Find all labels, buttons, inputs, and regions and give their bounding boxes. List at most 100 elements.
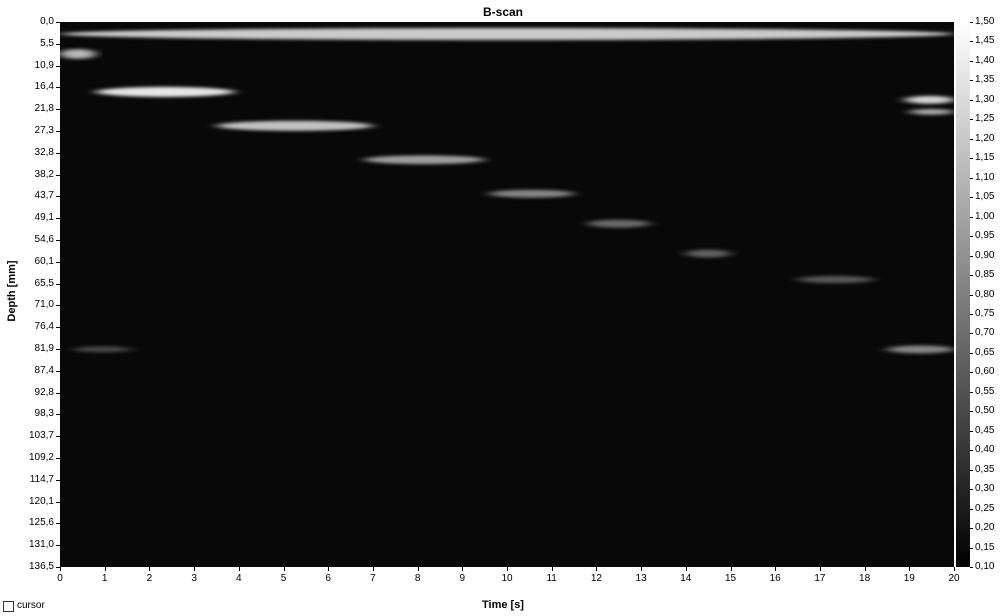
colorbar-tick-label: 0,50 — [975, 405, 995, 417]
colorbar-tick — [970, 333, 973, 335]
x-tick-label: 20 — [948, 573, 960, 584]
x-tick-label: 9 — [459, 573, 466, 584]
x-tick-label: 1 — [101, 573, 108, 584]
y-tick-label: 87,4 — [34, 364, 54, 376]
x-tick-label: 17 — [814, 573, 826, 584]
reflection-streak — [489, 189, 575, 198]
y-tick-label: 136,5 — [28, 561, 54, 572]
y-tick-label: 10,9 — [34, 59, 54, 71]
y-tick-label: 43,7 — [34, 190, 54, 202]
colorbar — [956, 22, 970, 567]
colorbar-tick-label: 1,50 — [975, 16, 995, 27]
x-tick — [417, 567, 419, 571]
y-tick — [56, 523, 60, 525]
colorbar-tick-label: 0,45 — [975, 424, 995, 436]
colorbar-tick — [970, 489, 973, 491]
colorbar-tick-label: 0,60 — [975, 366, 995, 378]
y-tick-label: 109,2 — [28, 452, 54, 463]
colorbar-tick-label: 1,15 — [975, 152, 995, 164]
y-tick — [56, 22, 60, 23]
y-tick-label: 114,7 — [29, 473, 54, 485]
y-tick-label: 120,1 — [28, 495, 54, 507]
colorbar-tick — [970, 313, 973, 315]
colorbar-tick — [970, 60, 973, 62]
y-tick-label: 98,3 — [34, 408, 54, 420]
reflection-streak — [886, 345, 954, 354]
colorbar-tick — [970, 22, 973, 23]
y-tick — [56, 87, 60, 89]
y-tick-label: 60,1 — [34, 255, 54, 267]
bscan-plot-area[interactable] — [60, 22, 954, 567]
colorbar-tick-label: 1,05 — [975, 191, 995, 203]
y-tick-label: 27,3 — [34, 125, 54, 136]
colorbar-tick-label: 1,40 — [975, 54, 995, 66]
x-tick — [551, 567, 553, 571]
x-tick — [954, 567, 955, 571]
y-tick — [56, 414, 60, 416]
x-tick-label: 2 — [146, 573, 153, 584]
colorbar-tick — [970, 430, 973, 432]
x-tick — [328, 567, 330, 571]
y-tick — [56, 349, 60, 350]
x-tick-label: 11 — [546, 573, 557, 584]
x-tick — [685, 567, 687, 571]
bscan-image — [60, 27, 954, 354]
colorbar-tick — [970, 158, 973, 160]
y-tick-label: 92,8 — [34, 386, 54, 398]
x-tick — [104, 567, 106, 571]
reflection-streak — [363, 155, 485, 165]
y-tick — [56, 152, 60, 154]
reflection-streak — [685, 249, 731, 258]
y-tick-label: 21,8 — [34, 103, 54, 115]
y-tick — [56, 392, 60, 394]
colorbar-tick — [970, 275, 973, 277]
reflection-streak — [904, 95, 954, 104]
reflection-streak — [73, 346, 132, 353]
y-tick — [56, 479, 60, 481]
x-tick — [149, 567, 151, 571]
x-tick — [238, 567, 240, 571]
colorbar-tick — [970, 372, 973, 374]
y-tick — [56, 501, 60, 503]
y-tick — [56, 567, 60, 568]
cursor-checkbox[interactable] — [3, 601, 14, 612]
colorbar-tick-label: 0,55 — [975, 385, 995, 397]
colorbar-tick-label: 0,30 — [975, 483, 995, 495]
colorbar-tick-label: 1,30 — [975, 93, 995, 105]
reflection-streak — [797, 275, 874, 284]
y-tick-label: 0,0 — [40, 16, 54, 27]
colorbar-tick — [970, 216, 973, 218]
y-tick-label: 49,1 — [34, 212, 54, 224]
colorbar-tick — [970, 255, 973, 257]
x-axis-label: Time [s] — [482, 599, 524, 611]
colorbar-tick-label: 0,65 — [975, 346, 995, 358]
colorbar-tick-label: 0,10 — [975, 561, 995, 572]
y-tick — [56, 43, 60, 45]
y-tick — [56, 109, 60, 111]
y-tick — [56, 196, 60, 198]
y-tick-label: 65,5 — [34, 277, 54, 289]
y-tick-label: 5,5 — [40, 37, 54, 49]
x-tick — [909, 567, 911, 571]
x-tick-label: 0 — [57, 573, 63, 584]
chart-title: B-scan — [482, 5, 523, 19]
colorbar-tick — [970, 236, 973, 238]
colorbar-tick — [970, 469, 973, 471]
x-tick-label: 8 — [414, 573, 421, 584]
y-tick — [56, 240, 60, 241]
y-tick-label: 54,6 — [34, 234, 54, 245]
x-tick — [775, 567, 777, 571]
colorbar-tick-label: 1,25 — [975, 113, 995, 125]
x-tick-label: 6 — [325, 573, 331, 584]
reflection-streak — [909, 108, 954, 115]
colorbar-tick — [970, 177, 973, 179]
x-tick-label: 12 — [590, 573, 602, 584]
colorbar-tick-label: 0,35 — [975, 463, 995, 475]
cursor-checkbox-label: cursor — [17, 600, 45, 611]
x-tick-label: 16 — [769, 573, 781, 584]
colorbar-tick-label: 1,20 — [975, 132, 995, 144]
colorbar-tick — [970, 138, 973, 140]
y-tick-label: 131,0 — [28, 539, 54, 551]
y-tick — [56, 131, 60, 132]
colorbar-tick-label: 0,75 — [975, 307, 995, 319]
